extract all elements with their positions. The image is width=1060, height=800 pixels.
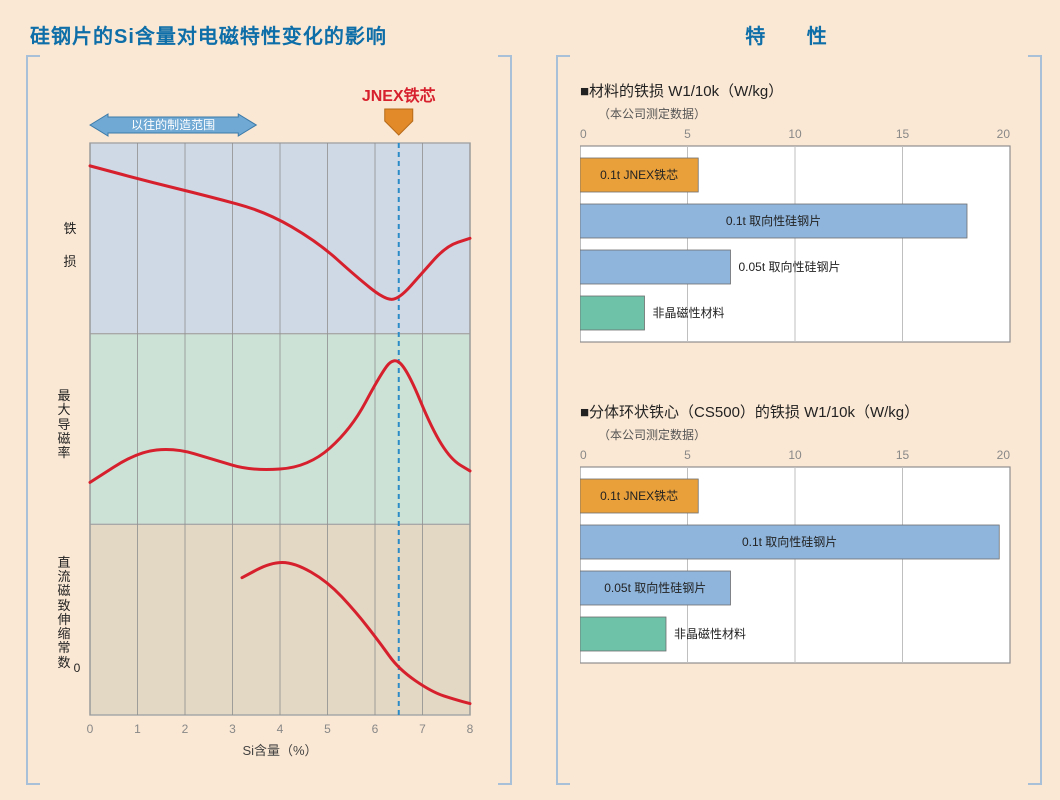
bar-chart: ■分体环状铁心（CS500）的铁损 W1/10k（W/kg） （本公司测定数据） 0… [580,401,1020,672]
svg-text:15: 15 [896,127,910,141]
right-title: 特 性 [560,20,1030,49]
left-bracket-open [26,55,38,785]
left-panel: 硅钢片的Si含量对电磁特性变化的影响 [30,20,500,49]
svg-text:10: 10 [788,448,802,462]
bar-label: 0.1t JNEX铁芯 [600,489,678,503]
ylabel-permeability: 最大导磁率 [56,389,72,460]
left-bracket-close [498,55,510,785]
svg-text:5: 5 [684,127,691,141]
bar [580,296,645,330]
bar-chart-note: （本公司测定数据） [598,426,1020,443]
bar-label: 非晶磁性材料 [674,626,746,641]
svg-text:0: 0 [580,127,587,141]
svg-text:8: 8 [467,722,474,736]
bar-chart-heading: ■材料的铁损 W1/10k（W/kg） [580,80,1020,101]
bar [580,250,731,284]
bar-label: 0.05t 取向性硅钢片 [739,259,841,274]
svg-text:6: 6 [372,722,379,736]
left-chart: 0 1 2 3 4 5 6 7 8 Si含量（%） JNEX铁芯以往的制造范围 铁损 最大导磁率 直… [50,75,490,775]
svg-text:20: 20 [997,448,1011,462]
svg-text:以往的制造范围: 以往的制造范围 [131,117,215,132]
bar-chart: ■材料的铁损 W1/10k（W/kg） （本公司测定数据） 0 5 10 15 20 0.1t… [580,80,1020,351]
svg-text:3: 3 [229,722,236,736]
svg-text:5: 5 [684,448,691,462]
svg-text:7: 7 [419,722,426,736]
svg-text:10: 10 [788,127,802,141]
ylabel-iron-loss: 铁损 [56,222,84,269]
bar-chart-note: （本公司测定数据） [598,105,1020,122]
svg-text:JNEX铁芯: JNEX铁芯 [362,86,436,105]
bar-label: 0.1t 取向性硅钢片 [726,213,821,228]
ylabel-magnetostriction: 直流磁致伸缩常数 [56,556,72,670]
svg-text:5: 5 [324,722,331,736]
right-bracket-open [556,55,568,785]
ylabel-zero: 0 [70,662,84,675]
left-title: 硅钢片的Si含量对电磁特性变化的影响 [30,20,500,49]
svg-text:15: 15 [896,448,910,462]
svg-text:4: 4 [277,722,284,736]
bar-label: 0.05t 取向性硅钢片 [604,580,706,595]
svg-text:2: 2 [182,722,189,736]
bar-label: 0.1t JNEX铁芯 [600,168,678,182]
bar-chart-heading: ■分体环状铁心（CS500）的铁损 W1/10k（W/kg） [580,401,1020,422]
bar-label: 非晶磁性材料 [653,305,725,320]
svg-text:Si含量（%）: Si含量（%） [242,743,317,758]
svg-text:20: 20 [997,127,1011,141]
svg-text:0: 0 [87,722,94,736]
right-bracket-close [1028,55,1040,785]
right-charts: ■材料的铁损 W1/10k（W/kg） （本公司测定数据） 0 5 10 15 20 0.1t… [580,80,1020,672]
bar [580,617,666,651]
bar-label: 0.1t 取向性硅钢片 [742,534,837,549]
right-panel: 特 性 [560,20,1030,49]
svg-text:0: 0 [580,448,587,462]
svg-text:1: 1 [134,722,141,736]
